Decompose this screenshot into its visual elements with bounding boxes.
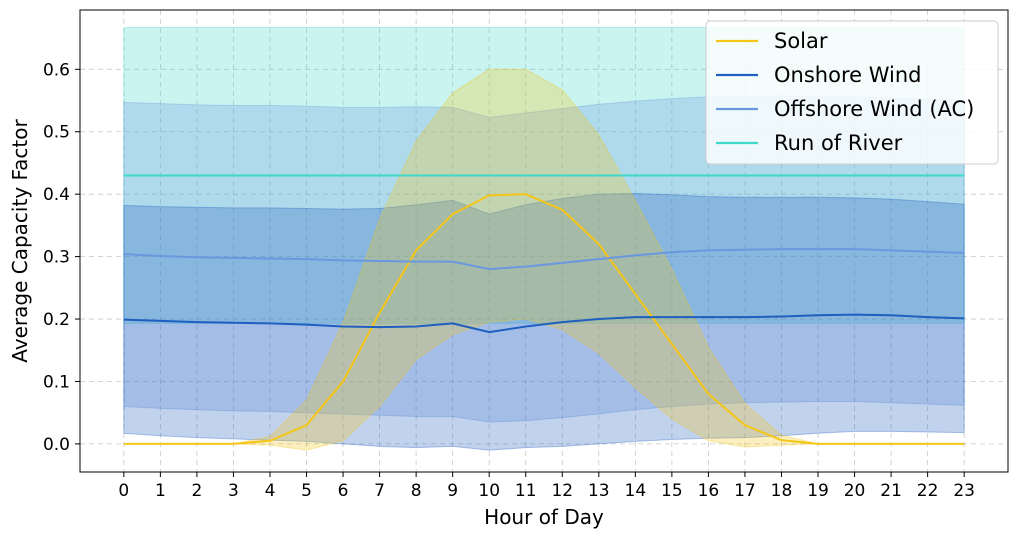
x-tick-label: 7 xyxy=(374,481,385,501)
y-tick-label: 0.3 xyxy=(43,248,70,268)
x-tick-label: 8 xyxy=(411,481,422,501)
y-tick-label: 0.5 xyxy=(43,123,70,143)
x-tick-label: 0 xyxy=(118,481,129,501)
legend: Solar Onshore Wind Offshore Wind (AC) Run o… xyxy=(705,20,999,165)
x-tick-label: 1 xyxy=(155,481,166,501)
series-lines xyxy=(123,174,965,445)
offshore-wind-ac-band xyxy=(123,95,965,423)
x-tick-label: 18 xyxy=(771,481,793,501)
x-tick-label: 5 xyxy=(301,481,312,501)
x-tick-label: 23 xyxy=(953,481,975,501)
y-axis-title: Average Capacity Factor xyxy=(8,118,32,362)
y-tick-label: 0.4 xyxy=(43,185,70,205)
x-tick-label: 17 xyxy=(734,481,756,501)
x-tick-label: 16 xyxy=(698,481,720,501)
y-tick-label: 0.6 xyxy=(43,60,70,80)
x-tick-label: 6 xyxy=(338,481,349,501)
solar-line xyxy=(123,193,965,445)
offshore-wind-ac-line xyxy=(123,248,965,271)
x-tick-label: 21 xyxy=(880,481,902,501)
x-tick-label: 9 xyxy=(447,481,458,501)
y-tick-label: 0.1 xyxy=(43,372,70,392)
y-tick-label: 0.2 xyxy=(43,310,70,330)
x-tick-label: 14 xyxy=(625,481,647,501)
legend-label-run-of-river: Run of River xyxy=(774,131,903,155)
legend-label-solar: Solar xyxy=(774,29,828,53)
x-tick-label: 11 xyxy=(515,481,537,501)
x-tick-label: 12 xyxy=(551,481,573,501)
x-tick-label: 10 xyxy=(478,481,500,501)
x-tick-label: 20 xyxy=(844,481,866,501)
x-tick-label: 15 xyxy=(661,481,683,501)
solar-band xyxy=(123,68,965,451)
plot-frame xyxy=(79,9,1009,473)
x-tick-label: 19 xyxy=(807,481,829,501)
onshore-wind-line xyxy=(123,313,965,334)
y-tick-label: 0.0 xyxy=(43,435,70,455)
legend-box xyxy=(705,20,999,165)
x-tick-label: 4 xyxy=(265,481,276,501)
legend-label-offshore-wind-ac: Offshore Wind (AC) xyxy=(774,97,974,121)
x-tick-label: 13 xyxy=(588,481,610,501)
legend-label-onshore-wind: Onshore Wind xyxy=(774,63,921,87)
x-tick-label: 2 xyxy=(191,481,202,501)
x-axis-title: Hour of Day xyxy=(484,505,604,529)
axis-ticks: 0 1 2 3 4 5 6 7 8 9 10 11 12 13 14 15 16 17 18 19 20 21 22 230.… xyxy=(43,60,975,501)
x-tick-label: 3 xyxy=(228,481,239,501)
onshore-wind-band xyxy=(123,193,965,451)
x-tick-label: 22 xyxy=(917,481,939,501)
